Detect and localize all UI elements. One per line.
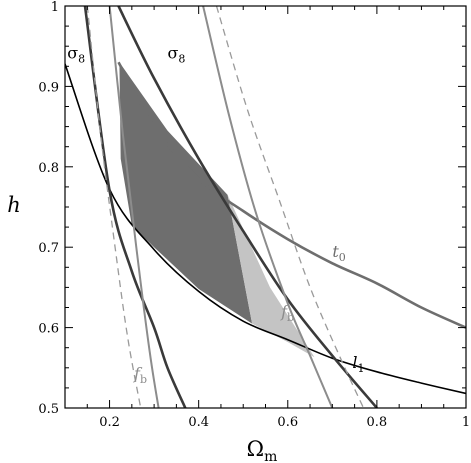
t0-curve [117, 61, 466, 329]
fb-dashed-right [215, 6, 365, 408]
y-tick-label: 1 [51, 0, 59, 15]
x-tick-label: 0.2 [99, 415, 120, 430]
x-axis-label-main: Ω [247, 437, 264, 461]
ticks-layer: 0.2 0.4 0.6 0.8 1 0.5 0.6 0.7 0.8 0.9 1 [38, 0, 470, 430]
label-sigma8-left: σ8 [67, 43, 85, 65]
y-axis-label: h [7, 193, 21, 217]
x-tick-label: 0.4 [188, 415, 209, 430]
dark-region [119, 62, 253, 324]
label-sigma8-top-main: σ [167, 43, 178, 62]
regions-layer [119, 62, 315, 358]
label-sigma8-left-main: σ [67, 43, 78, 62]
y-tick-label: 0.5 [38, 402, 59, 417]
curves-layer [65, 6, 466, 408]
label-l1: l1 [352, 353, 364, 375]
label-t0-main: t [332, 242, 339, 261]
y-tick-label: 0.9 [38, 80, 59, 95]
x-tick-label: 0.6 [277, 415, 298, 430]
x-tick-label: 1 [462, 415, 470, 430]
l1-curve [65, 63, 466, 395]
label-sigma8-top: σ8 [167, 43, 185, 65]
y-tick-label: 0.7 [38, 241, 59, 256]
fb-dashed-left [86, 6, 142, 408]
x-axis-label-sub: m [264, 449, 277, 463]
y-tick-label: 0.8 [38, 161, 59, 176]
label-l1-sub: 1 [358, 362, 365, 375]
fb-curve-left [108, 6, 160, 408]
label-fb-right: fb [280, 302, 294, 324]
label-fb-left: fb [133, 364, 147, 386]
x-axis-label: Ωm [247, 437, 278, 463]
light-region [227, 194, 315, 358]
label-l1-main: l [352, 353, 357, 372]
label-t0: t0 [332, 242, 345, 264]
fb-curve-right [202, 6, 334, 408]
label-t0-sub: 0 [339, 251, 346, 264]
label-sigma8-left-sub: 8 [78, 52, 85, 65]
label-fb-left-sub: b [140, 373, 147, 386]
label-fb-left-main: f [133, 364, 143, 383]
label-sigma8-top-sub: 8 [178, 52, 185, 65]
plot-frame [64, 5, 467, 409]
y-tick-label: 0.6 [38, 322, 59, 337]
label-fb-right-sub: b [287, 311, 294, 324]
x-tick-label: 0.8 [367, 415, 388, 430]
sigma8-curve-right [117, 6, 378, 408]
label-fb-right-main: f [280, 302, 290, 321]
